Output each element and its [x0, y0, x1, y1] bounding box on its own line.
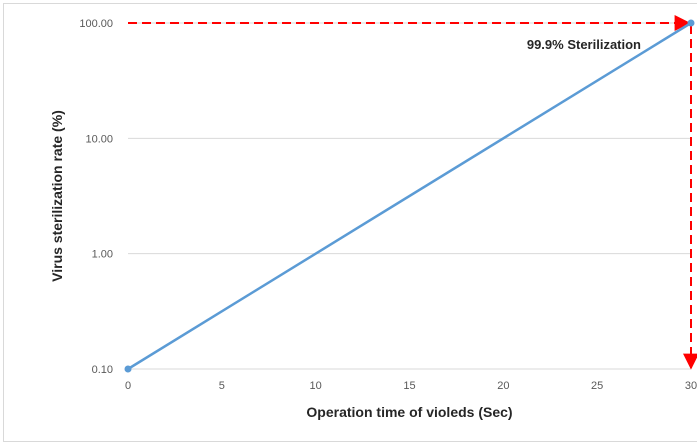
- x-tick-label: 0: [125, 380, 131, 392]
- y-tick-labels: 0.10 1.00 10.00 100.00: [79, 18, 113, 376]
- y-tick-label: 0.10: [92, 364, 113, 376]
- x-tick-label: 20: [497, 380, 509, 392]
- x-tick-label: 25: [591, 380, 603, 392]
- y-tick-label: 1.00: [92, 249, 113, 261]
- annotation-label: 99.9% Sterilization: [527, 37, 641, 52]
- x-axis-title: Operation time of violeds (Sec): [306, 404, 512, 420]
- gridlines: [128, 22, 691, 255]
- series-line: [127, 21, 692, 371]
- x-tick-label: 30: [685, 380, 697, 392]
- y-tick-label: 100.00: [79, 18, 113, 30]
- y-tick-label: 10.00: [85, 133, 113, 145]
- data-point: [687, 19, 695, 27]
- x-tick-label: 5: [219, 380, 225, 392]
- reference-lines: [128, 15, 697, 370]
- x-tick-label: 15: [403, 380, 415, 392]
- y-axis-title: Virus sterilization rate (%): [49, 110, 65, 282]
- x-tick-label: 10: [310, 380, 322, 392]
- series: [124, 19, 695, 373]
- x-tick-labels: 0 5 10 15 20 25 30: [125, 380, 697, 392]
- data-point: [124, 365, 132, 373]
